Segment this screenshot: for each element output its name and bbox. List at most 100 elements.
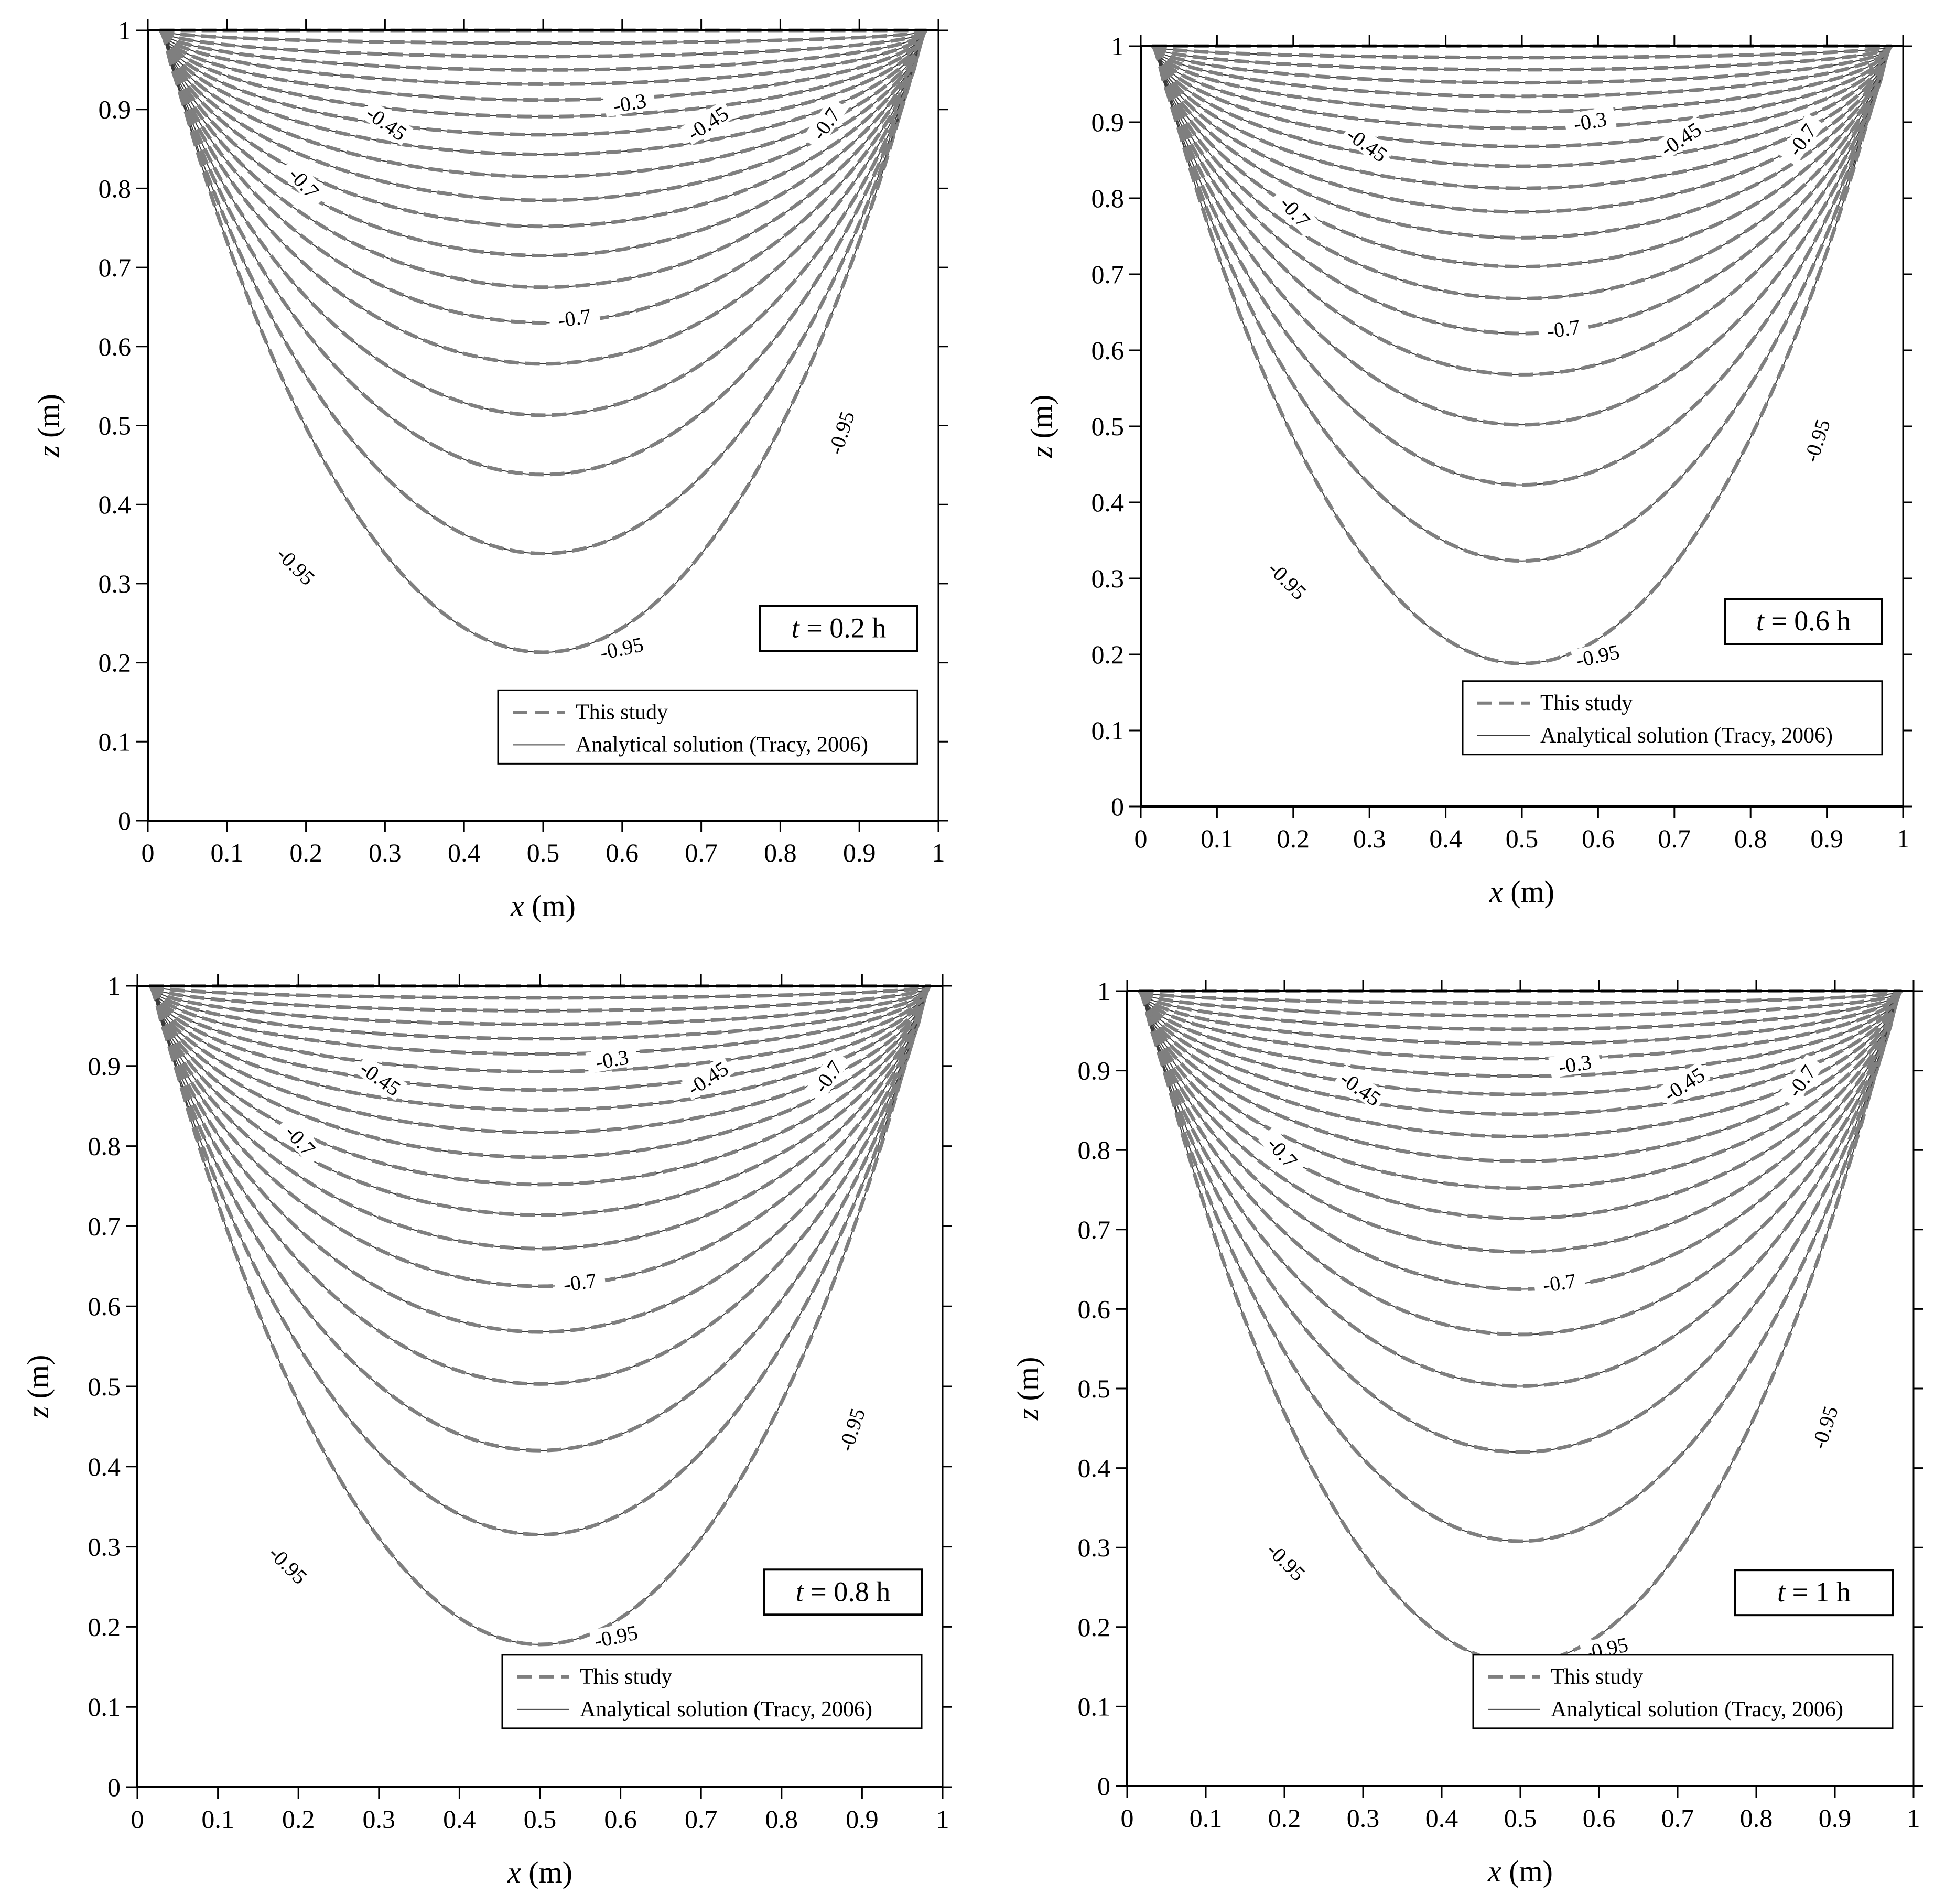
y-tick-label: 0.4 [88,1452,121,1481]
contour-label-bg [1778,113,1824,166]
study-contour-line [149,985,931,1187]
contour-label-bg [1258,1126,1307,1178]
study-contour-line [1151,45,1893,168]
y-tick-label: 0.9 [1092,107,1125,137]
study-contour-line [161,30,925,417]
study-contour-line [1152,45,1892,240]
y-tick-label: 0.7 [99,253,132,282]
chart-panel-2: -0.3-0.45 -0.45-0.7-0.7-0.7-0.95-0.95-0.9… [1024,31,1912,909]
contour-curves [158,28,928,654]
contour-label-bg [1806,1400,1842,1455]
y-tick-label: 0 [118,806,131,835]
x-axis-var: x [507,1855,521,1889]
y-tick-label: 0.4 [1078,1454,1111,1483]
x-tick-label: 0.4 [1425,1803,1458,1833]
x-tick-label: 1 [1907,1803,1920,1833]
x-tick-label: 0.3 [363,1804,396,1834]
study-contour-line [151,985,929,1334]
contour-label-text: -0.3 [611,89,648,117]
study-contour-line [1151,44,1893,72]
contour-label-bg [1653,116,1708,162]
contour-label-bg [603,88,656,117]
y-tick-label: 0.1 [99,727,132,756]
contour-label-bg [680,1055,734,1101]
x-tick-label: 0.5 [1504,1803,1537,1833]
contour-label: -0.7 [1537,314,1590,343]
contour-label-bg [1563,105,1617,136]
study-contour-line [1141,991,1900,1389]
contour-label-bg [1657,1061,1711,1106]
study-contour-line [148,985,932,1092]
x-tick-label: 0.9 [1810,824,1843,853]
y-tick-label: 0 [1097,1771,1110,1801]
study-contour-line [1151,45,1893,114]
x-axis-var: x [1487,1854,1501,1888]
study-contour-line [149,984,931,1000]
y-tick-label: 0.1 [1078,1692,1111,1721]
study-contour-line [164,30,923,654]
x-tick-label: 0 [131,1804,144,1834]
x-axis-unit: (m) [1501,1854,1553,1888]
study-contour-line [1138,990,1903,1138]
study-contour-line [159,29,927,179]
study-contour-line [1141,991,1899,1454]
y-tick-label: 1 [107,971,121,1001]
study-contour-line [1138,989,1903,1005]
y-tick-label: 0.6 [88,1292,121,1321]
contour-label-bg [1537,314,1590,342]
x-tick-label: 0.4 [1429,824,1462,853]
time-label-box [763,1568,923,1616]
study-contour-line [1151,45,1893,148]
study-contour-line [1139,990,1902,1163]
contour-label-bg [1261,1536,1312,1587]
study-contour-line [148,985,932,1056]
study-contour-line [1138,990,1903,1078]
contour-label-bg [263,1539,314,1590]
contour-label-bg [589,1620,643,1651]
x-tick-label: 0.3 [1347,1803,1380,1833]
chart-panel-1: -0.3-0.45 -0.45-0.7-0.7-0.7-0.95-0.95-0.9… [31,16,948,923]
study-contour-line [159,28,927,45]
contour-label: -0.7 [548,303,601,332]
study-contour-line [1156,46,1888,665]
study-contour-line [148,985,932,1073]
contour-label-text: -0.3 [1557,1050,1593,1079]
y-tick-label: 1 [1097,976,1110,1006]
contour-label-bg [1262,554,1313,606]
x-tick-label: 0.2 [289,838,322,867]
x-tick-label: 0.9 [846,1804,879,1834]
contour-label-bg [833,1402,869,1457]
y-axis-unit: (m) [21,1355,55,1406]
y-axis-title: z (m) [31,394,66,458]
study-contour-line [1139,991,1901,1254]
legend-box [1472,1654,1894,1729]
time-label: t = 0.6 h [1756,605,1851,637]
contour-label-bg [595,632,649,663]
x-tick-label: 0.7 [685,838,718,867]
x-tick-label: 0.2 [1268,1803,1301,1833]
study-contour-line [150,985,930,1288]
y-tick-label: 0.1 [88,1692,121,1722]
x-axis-title: x (m) [507,1855,572,1889]
y-tick-label: 0.7 [1078,1215,1111,1244]
y-tick-label: 0.4 [1092,488,1125,517]
study-contour-line [1139,991,1901,1221]
x-axis-title: x (m) [1487,1854,1553,1888]
time-label-var: t [1777,1576,1786,1608]
x-tick-label: 0.9 [1819,1803,1852,1833]
legend-analytical-label: Analytical solution (Tracy, 2006) [1551,1697,1843,1722]
study-contour-line [1154,46,1889,487]
contour-label-bg [1798,413,1834,468]
x-axis-unit: (m) [521,1855,572,1889]
legend-study-label: This study [1551,1665,1643,1689]
study-contour-line [1138,990,1903,1061]
y-axis-unit: (m) [1011,1357,1045,1408]
contour-label: -0.3 [585,1044,639,1074]
contour-label-bg [276,1114,326,1166]
time-label: t = 0.2 h [792,612,886,643]
y-tick-label: 0.2 [1092,640,1125,669]
study-contour-line [1152,44,1892,60]
contour-label-bg [279,156,329,208]
legend-analytical-label: Analytical solution (Tracy, 2006) [576,733,868,757]
